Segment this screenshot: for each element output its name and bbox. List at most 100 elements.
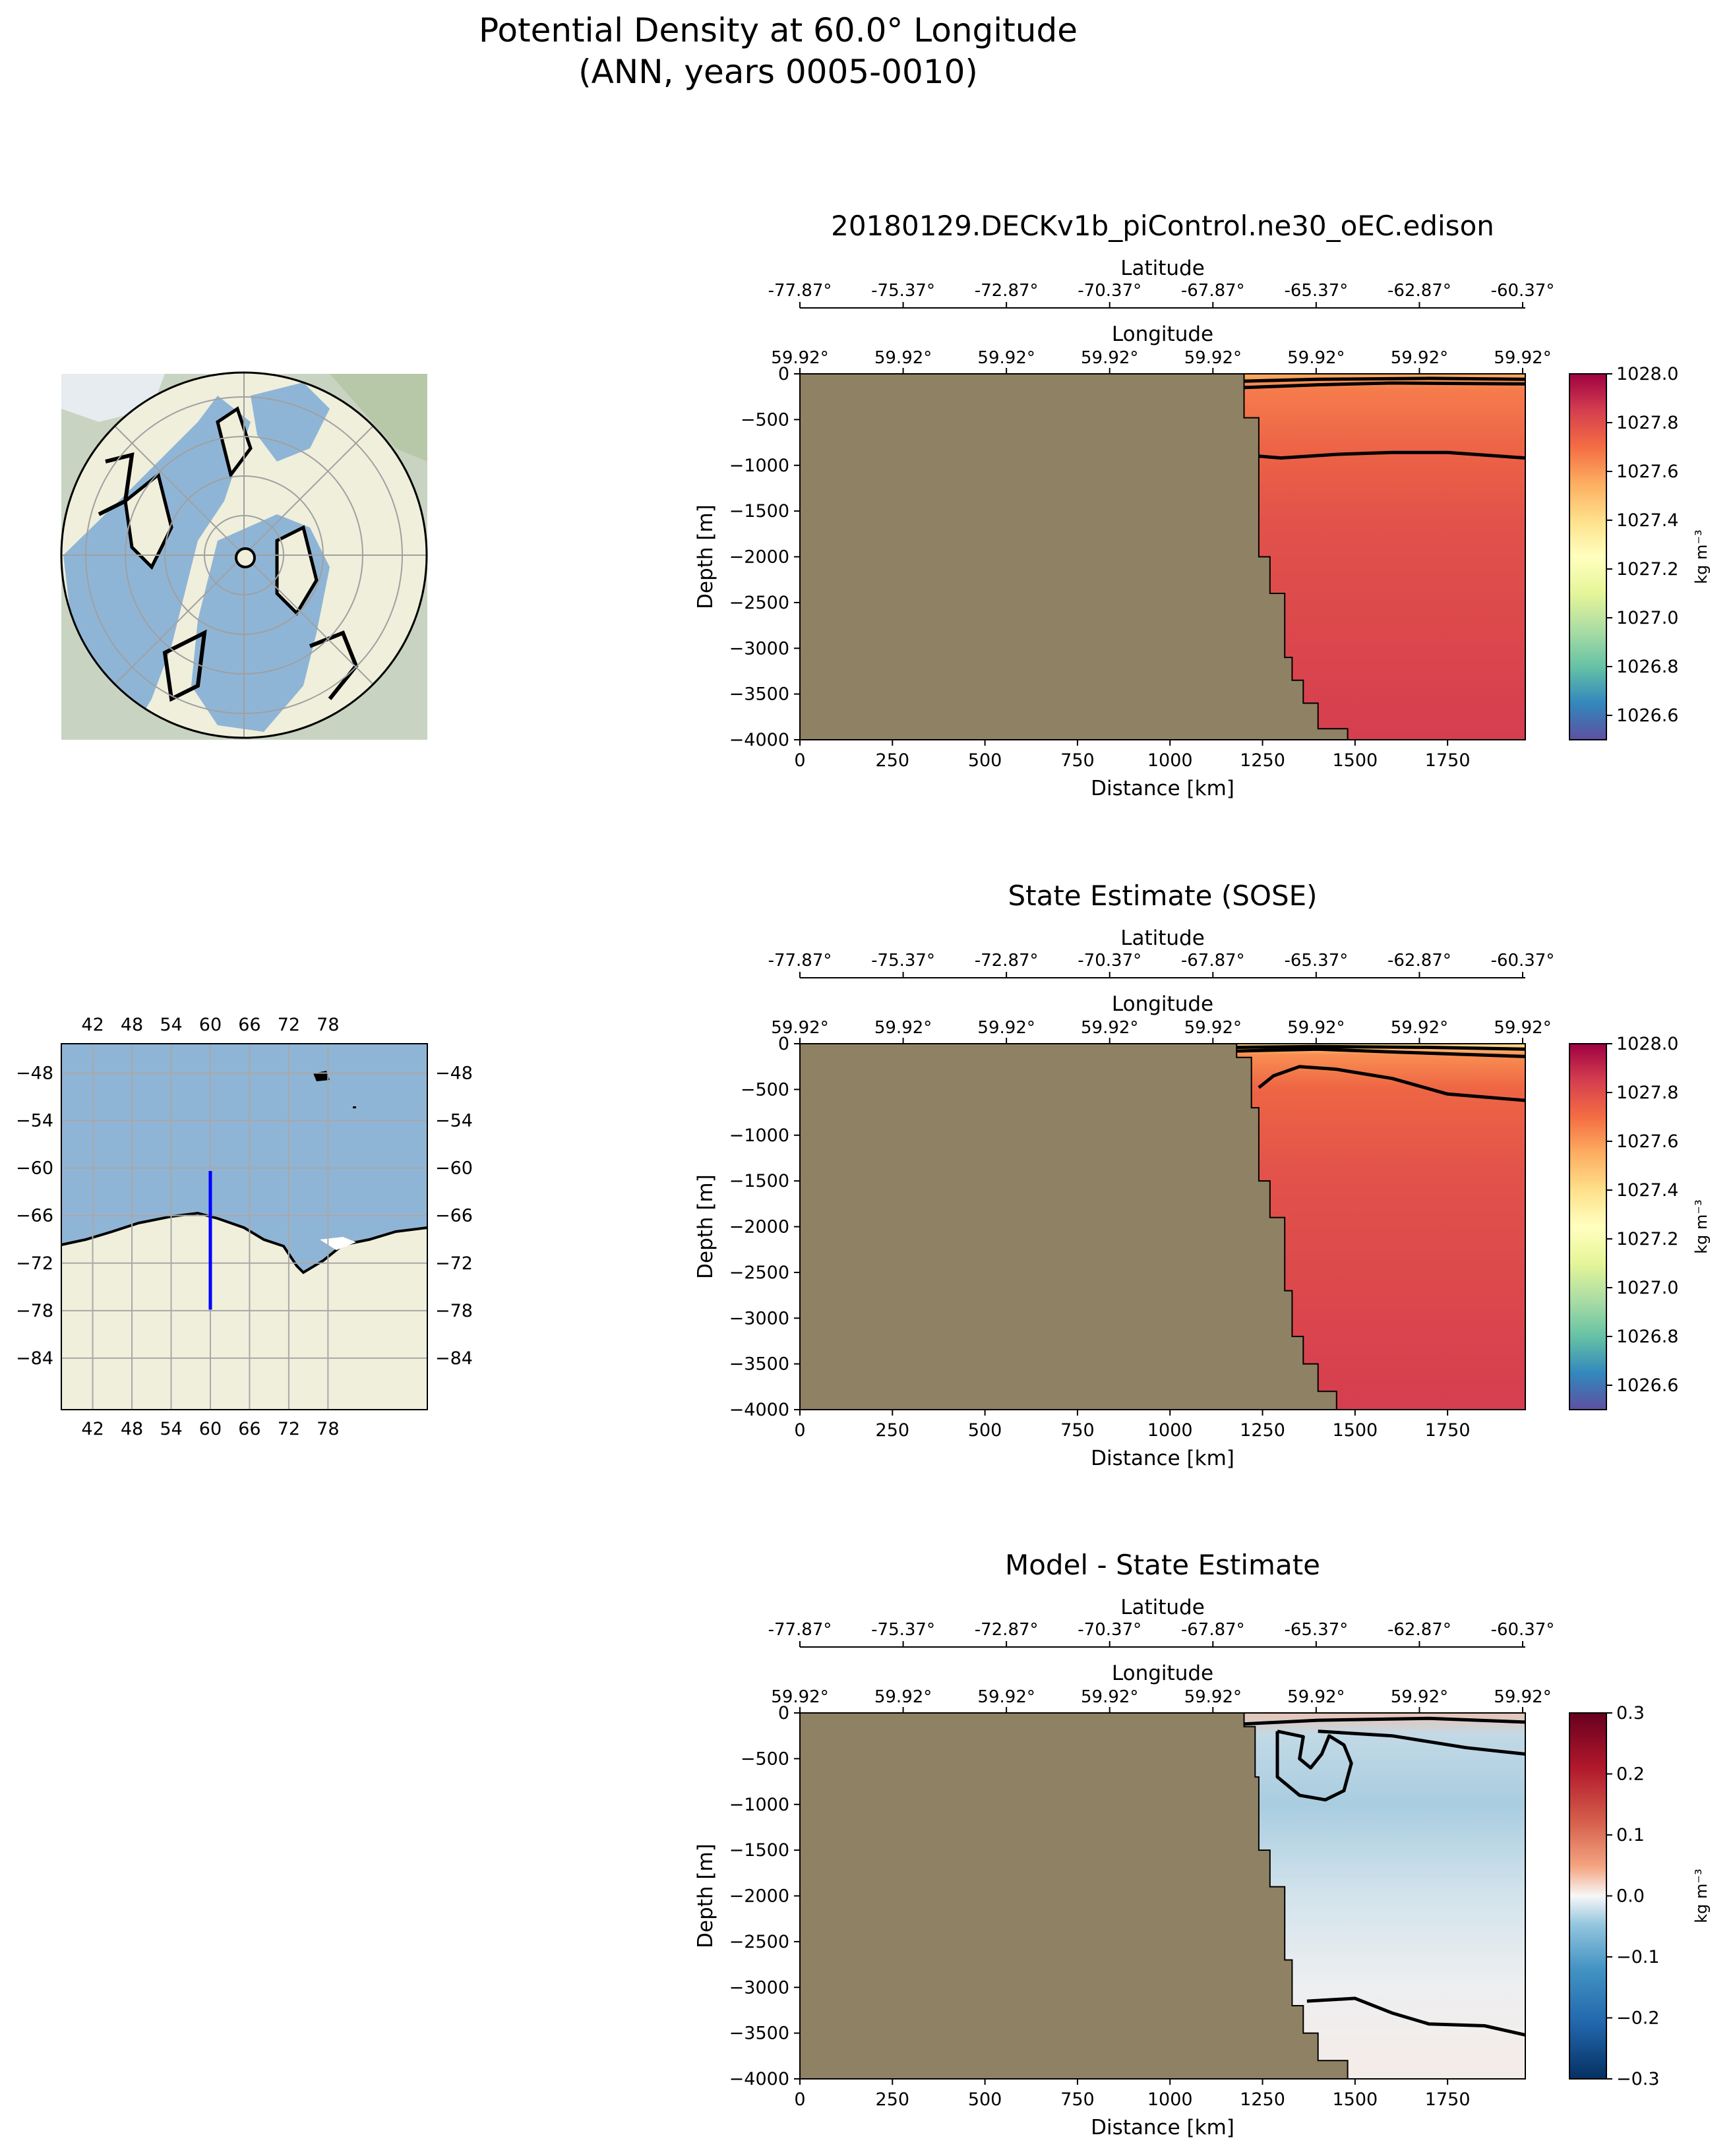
latitude-tick-label: -77.87° xyxy=(768,1620,832,1640)
seafloor-outline xyxy=(1243,374,1349,740)
y-tick-label: −2000 xyxy=(729,1217,789,1238)
inset-lat-tick-right: −84 xyxy=(435,1348,473,1369)
inset-lon-tick-top: 42 xyxy=(81,1015,104,1035)
x-tick-label: 500 xyxy=(968,750,1002,771)
latitude-tick-label: -67.87° xyxy=(1181,1620,1245,1640)
colorbar-tick-label: 1027.2 xyxy=(1616,1229,1678,1249)
longitude-tick-label: 59.92° xyxy=(1184,1018,1242,1038)
latitude-tick-label: -70.37° xyxy=(1078,951,1141,971)
colorbar-tick-label: 1027.8 xyxy=(1616,413,1678,433)
x-tick-label: 1000 xyxy=(1147,750,1193,771)
contour-line xyxy=(1244,1716,1526,1726)
latitude-tick-label: -77.87° xyxy=(768,951,832,971)
x-tick-label: 500 xyxy=(968,1420,1002,1441)
inset-lat-tick-left: −66 xyxy=(16,1206,53,1226)
longitude-tick-label: 59.92° xyxy=(1184,1687,1242,1707)
latitude-tick-label: -65.37° xyxy=(1284,281,1348,301)
inset-lon-tick-top: 60 xyxy=(199,1015,222,1035)
latitude-tick-label: -65.37° xyxy=(1284,951,1348,971)
inset-lat-tick-left: −72 xyxy=(16,1253,53,1274)
longitude-tick-label: 59.92° xyxy=(874,1687,932,1707)
inset-lat-tick-right: −78 xyxy=(435,1301,473,1321)
y-tick-label: −2500 xyxy=(729,1263,789,1283)
contour-line xyxy=(1236,1044,1526,1051)
y-tick-label: −2000 xyxy=(729,547,789,568)
longitude-tick-label: 59.92° xyxy=(1287,348,1345,368)
contour-line xyxy=(1244,376,1526,383)
y-tick-label: −1500 xyxy=(729,501,789,522)
colorbar-tick-label: 1027.6 xyxy=(1616,462,1678,482)
y-tick-label: −4000 xyxy=(729,730,789,750)
inset-lon-tick-bottom: 78 xyxy=(317,1419,339,1439)
longitude-tick-label: 59.92° xyxy=(771,1687,828,1707)
colorbar-tick-label: 1027.0 xyxy=(1616,1278,1678,1298)
latitude-tick-label: -70.37° xyxy=(1078,1620,1141,1640)
y-tick-label: −4000 xyxy=(729,2069,789,2089)
colorbar-frame xyxy=(1569,1043,1607,1410)
latitude-tick-label: -72.87° xyxy=(975,951,1039,971)
y-tick-label: −2500 xyxy=(729,593,789,613)
colorbar-tick-label: 1026.6 xyxy=(1616,1375,1678,1396)
inset-lat-tick-right: −72 xyxy=(435,1253,473,1274)
longitude-tick-label: 59.92° xyxy=(977,348,1035,368)
colorbar-gradient xyxy=(1569,1044,1606,1410)
latitude-tick-label: -75.37° xyxy=(871,1620,935,1640)
inset-lon-tick-top: 48 xyxy=(121,1015,143,1035)
y-axis-label: Depth [m] xyxy=(694,1174,717,1279)
y-tick-label: −1000 xyxy=(729,1125,789,1146)
inset-lon-tick-top: 78 xyxy=(317,1015,339,1035)
x-tick-label: 500 xyxy=(968,2089,1002,2110)
colorbar-tick-label: 1027.2 xyxy=(1616,559,1678,580)
colorbar-tick-label: 1026.8 xyxy=(1616,657,1678,677)
longitude-tick-label: 59.92° xyxy=(1391,348,1448,368)
y-tick-label: 0 xyxy=(778,1703,789,1723)
latitude-tick-label: -75.37° xyxy=(871,951,935,971)
x-tick-label: 1000 xyxy=(1147,1420,1193,1441)
seafloor-fill xyxy=(800,1713,1348,2079)
colorbar-tick-label: 1027.8 xyxy=(1616,1083,1678,1103)
panel-state-estimate: State Estimate (SOSE) Latitude -77.87° -75.… xyxy=(694,880,1711,1470)
colorbar-tick-label: 0.0 xyxy=(1616,1886,1645,1907)
inset-lon-tick-top: 54 xyxy=(160,1015,182,1035)
x-tick-label: 1250 xyxy=(1240,750,1285,771)
colorbar-tick-label: 1027.4 xyxy=(1616,1180,1678,1201)
x-axis-label: Distance [km] xyxy=(1091,2116,1234,2140)
longitude-tick-label: 59.92° xyxy=(1287,1018,1345,1038)
colorbar-tick-label: −0.3 xyxy=(1616,2069,1660,2089)
inset-lat-tick-right: −48 xyxy=(435,1063,473,1083)
longitude-tick-label: 59.92° xyxy=(874,1018,932,1038)
longitude-axis-label: Longitude xyxy=(1112,992,1213,1016)
x-tick-label: 0 xyxy=(794,1420,805,1441)
latitude-tick-label: -60.37° xyxy=(1491,1620,1555,1640)
colorbar-label: kg m⁻³ xyxy=(1692,1199,1711,1253)
inset-lat-tick-left: −48 xyxy=(16,1063,53,1083)
latitude-axis-label: Latitude xyxy=(1120,1596,1205,1619)
inset-lat-tick-right: −54 xyxy=(435,1111,473,1131)
x-tick-label: 1750 xyxy=(1425,750,1471,771)
y-axis-label: Depth [m] xyxy=(694,504,717,609)
latitude-tick-label: -67.87° xyxy=(1181,951,1245,971)
colorbar-gradient xyxy=(1569,1713,1606,2079)
y-tick-label: −500 xyxy=(741,1749,789,1769)
x-tick-label: 1500 xyxy=(1332,2089,1378,2110)
y-tick-label: −3500 xyxy=(729,684,789,705)
contour-line xyxy=(1318,1729,1526,1756)
contour-line xyxy=(1236,1047,1526,1058)
x-tick-label: 1250 xyxy=(1240,2089,1285,2110)
y-tick-label: −1000 xyxy=(729,456,789,476)
inset-lat-tick-left: −84 xyxy=(16,1348,53,1369)
seafloor-outline xyxy=(1243,1713,1349,2079)
longitude-axis-label: Longitude xyxy=(1112,1662,1213,1685)
latitude-tick-label: -72.87° xyxy=(975,1620,1039,1640)
x-tick-label: 250 xyxy=(876,750,910,771)
colorbar-tick-label: 1027.0 xyxy=(1616,608,1678,628)
colorbar-tick-label: −0.1 xyxy=(1616,1947,1660,1967)
y-tick-label: −3500 xyxy=(729,2023,789,2044)
longitude-tick-label: 59.92° xyxy=(1391,1687,1448,1707)
inset-lon-tick-top: 72 xyxy=(278,1015,300,1035)
y-tick-label: −1000 xyxy=(729,1795,789,1815)
x-tick-label: 750 xyxy=(1060,2089,1095,2110)
inset-lon-tick-bottom: 66 xyxy=(238,1419,260,1439)
contour-line xyxy=(1306,1996,1526,2037)
x-tick-label: 0 xyxy=(794,750,805,771)
